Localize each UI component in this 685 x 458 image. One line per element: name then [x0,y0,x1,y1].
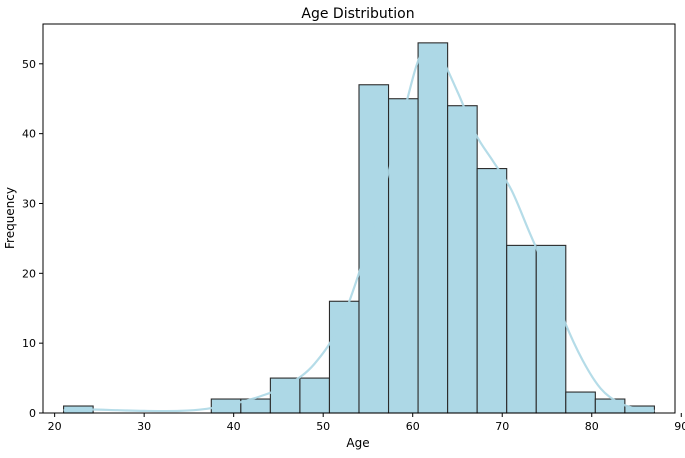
plot-frame [42,23,676,414]
y-tick-label-10: 10 [22,337,36,350]
histogram-bar-11 [387,98,419,414]
chart-title: Age Distribution [301,6,414,22]
x-tick-label-60: 60 [406,420,420,433]
x-tick-label-90: 90 [674,420,685,433]
x-axis-ticks: 20 30 40 50 60 70 80 90 [48,413,685,433]
histogram-bars [63,42,655,414]
histogram-bar-9 [328,300,360,414]
x-tick-label-80: 80 [585,420,599,433]
histogram-bar-14 [476,168,508,414]
histogram-bar-7 [269,377,301,414]
y-tick-label-0: 0 [29,407,36,420]
histogram-bar-13 [447,105,478,414]
y-axis-label: Frequency [3,187,17,249]
histogram-bar-16 [535,244,567,414]
histogram-bar-12 [417,42,449,414]
x-tick-label-70: 70 [495,420,509,433]
histogram-bar-18 [594,398,626,414]
y-axis-ticks: 0 10 20 30 40 50 [22,58,43,420]
x-tick-label-50: 50 [316,420,330,433]
histogram-bar-8 [299,377,331,414]
histogram-bar-10 [358,84,390,414]
x-tick-label-30: 30 [137,420,151,433]
x-tick-label-20: 20 [48,420,62,433]
y-tick-label-20: 20 [22,267,36,280]
y-tick-label-50: 50 [22,58,36,71]
x-tick-label-40: 40 [227,420,241,433]
y-tick-label-30: 30 [22,197,36,210]
kde-curve [63,47,655,413]
histogram-bar-17 [565,391,596,414]
x-axis-label: Age [346,436,369,450]
y-tick-label-40: 40 [22,128,36,141]
histogram-bar-15 [506,244,537,414]
